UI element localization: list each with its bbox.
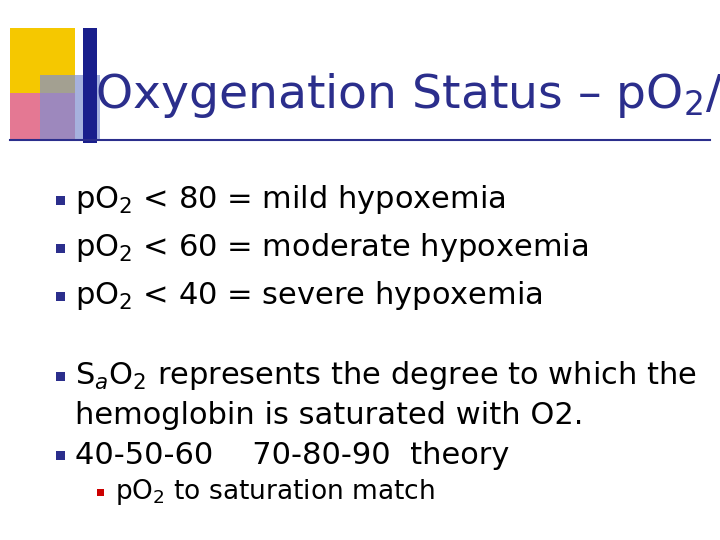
FancyBboxPatch shape [96, 489, 104, 496]
FancyBboxPatch shape [55, 244, 65, 253]
Text: 40-50-60    70-80-90  theory: 40-50-60 70-80-90 theory [75, 441, 509, 469]
Text: pO$_2$ to saturation match: pO$_2$ to saturation match [115, 477, 435, 507]
FancyBboxPatch shape [40, 75, 100, 140]
FancyBboxPatch shape [55, 292, 65, 300]
Text: Oxygenation Status – pO$_2$/SaO$_2$: Oxygenation Status – pO$_2$/SaO$_2$ [95, 71, 720, 119]
FancyBboxPatch shape [55, 450, 65, 460]
FancyBboxPatch shape [10, 28, 75, 93]
FancyBboxPatch shape [83, 28, 97, 143]
FancyBboxPatch shape [55, 372, 65, 381]
FancyBboxPatch shape [55, 195, 65, 205]
Text: S$_a$O$_2$ represents the degree to which the: S$_a$O$_2$ represents the degree to whic… [75, 360, 697, 393]
Text: pO$_2$ < 40 = severe hypoxemia: pO$_2$ < 40 = severe hypoxemia [75, 280, 543, 313]
Text: hemoglobin is saturated with O2.: hemoglobin is saturated with O2. [75, 401, 583, 429]
FancyBboxPatch shape [10, 80, 75, 140]
Text: pO$_2$ < 60 = moderate hypoxemia: pO$_2$ < 60 = moderate hypoxemia [75, 232, 588, 265]
Text: pO$_2$ < 80 = mild hypoxemia: pO$_2$ < 80 = mild hypoxemia [75, 184, 506, 217]
